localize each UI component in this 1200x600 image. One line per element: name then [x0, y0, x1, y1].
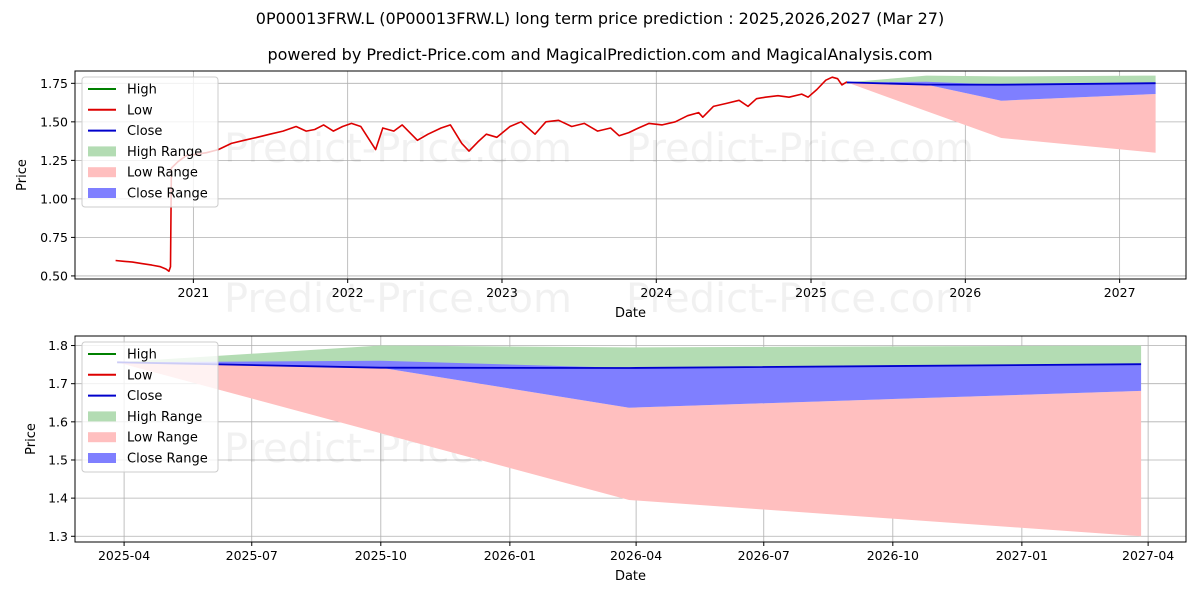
legend-label: Close Range — [127, 452, 208, 467]
legend-swatch — [88, 432, 116, 443]
panel-2: Predict-Price.comPredict-Price.com2025-0… — [24, 335, 1187, 584]
x-tick-label: 2027 — [1104, 285, 1136, 300]
watermark: Predict-Price.com — [626, 276, 974, 322]
x-tick-label: 2026-04 — [610, 548, 662, 563]
legend-label: Close — [127, 389, 162, 404]
close-forecast-line — [846, 81, 1156, 86]
x-tick-label: 2025-07 — [226, 548, 278, 563]
y-tick-label: 1.6 — [48, 414, 68, 429]
y-tick-label: 1.5 — [48, 452, 68, 467]
x-tick-label: 2023 — [486, 285, 518, 300]
chart-title: 0P00013FRW.L (0P00013FRW.L) long term pr… — [255, 9, 945, 28]
y-tick-label: 0.75 — [40, 230, 68, 245]
y-tick-label: 1.3 — [48, 529, 68, 544]
x-tick-label: 2021 — [177, 285, 209, 300]
legend-label: Low — [127, 103, 153, 118]
low-price-line — [115, 76, 848, 273]
plot-area — [117, 345, 1142, 537]
x-tick-label: 2026-07 — [738, 548, 790, 563]
x-tick-label: 2027-01 — [996, 548, 1048, 563]
watermark: Predict-Price.com — [626, 126, 974, 172]
legend-swatch — [88, 453, 116, 463]
high-range-band — [117, 345, 1142, 368]
low-range-band — [847, 82, 1156, 153]
x-tick-label: 2025 — [795, 285, 827, 300]
y-tick-label: 1.7 — [48, 376, 68, 391]
legend-swatch — [88, 188, 116, 198]
legend-swatch — [88, 146, 116, 157]
y-tick-label: 0.50 — [40, 268, 68, 283]
x-tick-label: 2026-01 — [484, 548, 536, 563]
x-tick-label: 2026 — [949, 285, 981, 300]
x-axis-label: Date — [615, 569, 646, 584]
legend-label: High Range — [127, 410, 202, 425]
plot-frame — [74, 70, 1187, 280]
x-tick-label: 2026-10 — [867, 548, 919, 563]
y-tick-label: 1.50 — [40, 114, 68, 129]
x-tick-label: 2025-10 — [355, 548, 407, 563]
legend-label: Low Range — [127, 166, 198, 181]
legend-label: High — [127, 348, 157, 363]
legend-label: Low Range — [127, 431, 198, 446]
watermark: Predict-Price.com — [224, 126, 572, 172]
x-tick-label: 2024 — [640, 285, 672, 300]
y-axis-label: Price — [15, 159, 30, 191]
legend: High Low Close High Range Low Range Close Ran… — [81, 341, 219, 473]
x-axis-label: Date — [615, 306, 646, 321]
plot-area — [115, 75, 1156, 273]
y-tick-label: 1.8 — [48, 338, 68, 353]
panel-1: Predict-Price.com Predict-Price.com Predic… — [15, 70, 1187, 322]
chart-subtitle: powered by Predict-Price.com and Magical… — [267, 45, 933, 64]
legend-label: High Range — [127, 145, 202, 160]
y-tick-label: 1.00 — [40, 191, 68, 206]
y-axis-label: Price — [24, 423, 39, 455]
y-tick-label: 1.4 — [48, 491, 68, 506]
x-tick-label: 2022 — [332, 285, 364, 300]
legend-label: High — [127, 83, 157, 98]
legend-swatch — [88, 411, 116, 422]
x-tick-label: 2027-04 — [1122, 548, 1174, 563]
legend-label: Close Range — [127, 187, 208, 202]
legend: High Low Close High Range Low Range Close Ran… — [81, 76, 219, 208]
y-tick-label: 1.25 — [40, 153, 68, 168]
legend-swatch — [88, 167, 116, 178]
close-range-band — [117, 360, 1142, 408]
legend-label: Low — [127, 368, 153, 383]
x-tick-label: 2025-04 — [98, 548, 150, 563]
high-range-band — [847, 75, 1156, 85]
low-range-band — [117, 362, 1142, 537]
close-forecast-line — [117, 361, 1142, 369]
legend-label: Close — [127, 124, 162, 139]
watermark: Predict-Price.com — [224, 276, 572, 322]
close-range-band — [847, 81, 1156, 101]
y-tick-label: 1.75 — [40, 76, 68, 91]
plot-frame — [74, 335, 1187, 543]
